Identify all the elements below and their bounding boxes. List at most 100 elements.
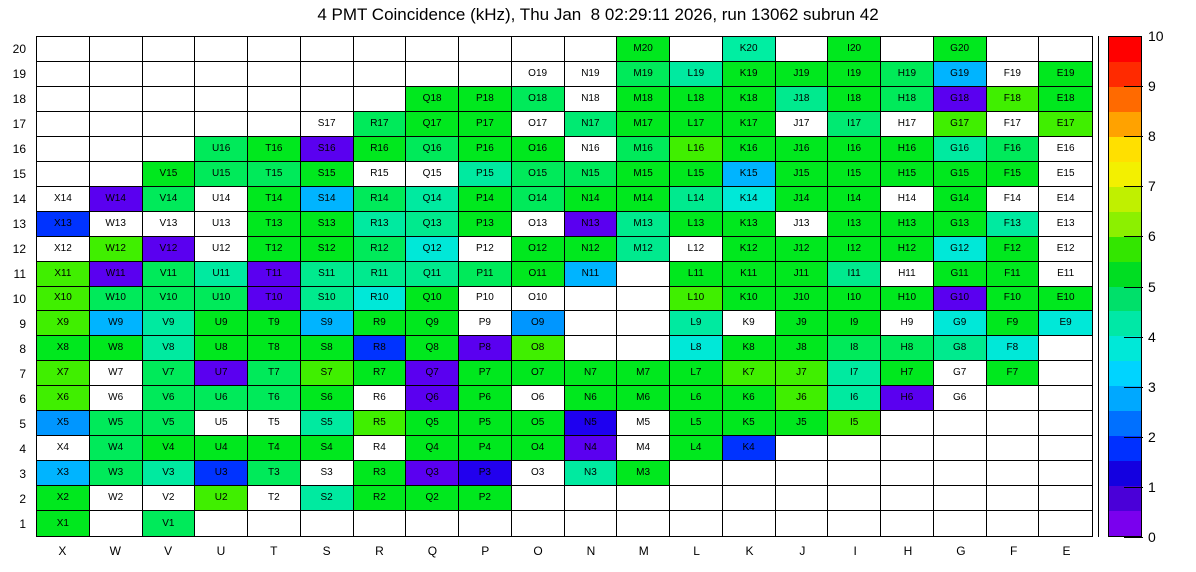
heatmap-cell-label: K8 [742, 342, 755, 354]
heatmap-cell: S8 [300, 336, 354, 362]
heatmap-cell-label: I16 [847, 142, 862, 154]
heatmap-cell-label: X1 [56, 517, 69, 529]
heatmap-cell: K11 [722, 261, 776, 287]
heatmap-cell [775, 37, 829, 62]
heatmap-cell: U11 [195, 261, 248, 287]
heatmap-cell: G13 [933, 211, 987, 237]
colorbar-tick-label: 5 [1148, 278, 1156, 295]
heatmap-cell: I13 [828, 211, 881, 237]
heatmap-cell-label: O15 [528, 167, 548, 179]
heatmap-cell-label: M15 [633, 167, 653, 179]
heatmap-cell: L9 [670, 311, 723, 337]
heatmap-cell-label: P17 [475, 117, 494, 129]
heatmap-cell-label: J18 [793, 92, 810, 104]
y-axis-tick-label: 18 [12, 91, 26, 106]
colorbar-tick-label: 3 [1148, 378, 1156, 395]
x-axis-tick-label: X [58, 544, 67, 558]
heatmap-cell: O11 [511, 261, 565, 287]
colorbar-band [1109, 361, 1141, 387]
heatmap-cell-label: I17 [847, 117, 862, 129]
heatmap-cell: N7 [564, 361, 618, 387]
heatmap-cell [933, 486, 987, 512]
y-axis-tick-label: 16 [12, 141, 26, 156]
heatmap-cell: R11 [353, 261, 407, 287]
heatmap-cell: T10 [248, 286, 301, 312]
heatmap-cell: E13 [1039, 211, 1092, 237]
heatmap-cell: R9 [353, 311, 407, 337]
heatmap-cell-label: K17 [739, 117, 758, 129]
heatmap-cell: V14 [142, 186, 196, 212]
heatmap-cell [617, 311, 670, 337]
heatmap-cell-label: H14 [897, 192, 917, 204]
heatmap-cell-label: X8 [56, 342, 69, 354]
heatmap-cell: I8 [828, 336, 881, 362]
x-axis-tick-label: M [638, 544, 649, 558]
heatmap-cell-label: P10 [475, 292, 494, 304]
heatmap-cell-label: Q17 [422, 117, 442, 129]
heatmap-cell-label: S8 [320, 342, 333, 354]
heatmap-cell: T15 [248, 161, 301, 187]
heatmap-cell: X12 [37, 236, 90, 262]
heatmap-cell: M3 [617, 461, 670, 487]
heatmap-cell: N19 [564, 61, 618, 87]
colorbar-tick-mark [1124, 186, 1143, 188]
heatmap-cell: Q3 [406, 461, 459, 487]
heatmap-cell: L10 [670, 286, 723, 312]
x-axis-tick-label: G [956, 544, 966, 558]
heatmap-cell: T13 [248, 211, 301, 237]
heatmap-cell [89, 111, 143, 137]
heatmap-cell-label: U6 [214, 392, 228, 404]
heatmap-cell-label: Q2 [425, 492, 439, 504]
colorbar-band [1109, 436, 1141, 462]
heatmap-cell: I6 [828, 386, 881, 412]
y-axis-tick-label: 6 [19, 392, 26, 407]
heatmap-cell-label: E14 [1056, 192, 1075, 204]
heatmap-cell: O4 [511, 436, 565, 462]
heatmap-cell: G19 [933, 61, 987, 87]
heatmap-cell-label: V15 [159, 167, 178, 179]
heatmap-cell-label: X3 [56, 467, 69, 479]
heatmap-cell: P9 [459, 311, 512, 337]
heatmap-cell: K18 [722, 86, 776, 112]
heatmap-cell-label: K20 [739, 42, 758, 54]
heatmap-cell-label: L5 [690, 417, 702, 429]
heatmap-cell: P10 [459, 286, 512, 312]
heatmap-cell: O3 [511, 461, 565, 487]
heatmap-cell-label: S12 [317, 242, 336, 254]
colorbar-band [1109, 161, 1141, 187]
heatmap-cell-label: Q14 [422, 192, 442, 204]
heatmap-cell-label: F10 [1003, 292, 1021, 304]
heatmap-cell: G6 [933, 386, 987, 412]
heatmap-cell: J18 [775, 86, 829, 112]
heatmap-cell: O7 [511, 361, 565, 387]
heatmap-cell: G15 [933, 161, 987, 187]
heatmap-cell-label: H18 [897, 92, 917, 104]
heatmap-cell [1039, 436, 1092, 462]
heatmap-cell [1039, 361, 1092, 387]
heatmap-cell: R12 [353, 236, 407, 262]
colorbar-band [1109, 461, 1141, 487]
heatmap-cell-label: M17 [633, 117, 653, 129]
heatmap-cell-label: G9 [952, 317, 967, 329]
heatmap-cell-label: N5 [583, 417, 597, 429]
heatmap-cell: N17 [564, 111, 618, 137]
heatmap-cell-label: K4 [742, 442, 755, 454]
heatmap-cell [986, 511, 1040, 536]
heatmap-cell: T11 [248, 261, 301, 287]
heatmap-cell: N12 [564, 236, 618, 262]
heatmap-cell: H18 [881, 86, 934, 112]
heatmap-cell-label: R16 [370, 142, 389, 154]
heatmap-cell [933, 411, 987, 437]
heatmap-cell [89, 161, 143, 187]
heatmap-cell: S7 [300, 361, 354, 387]
heatmap-cell-label: J15 [793, 167, 810, 179]
heatmap-cell-label: F7 [1006, 367, 1019, 379]
heatmap-cell-label: I12 [847, 242, 862, 254]
heatmap-cell-label: L9 [690, 317, 702, 329]
heatmap-cell: G11 [933, 261, 987, 287]
heatmap-cell [142, 37, 196, 62]
heatmap-cell: P16 [459, 136, 512, 162]
heatmap-cell: F8 [986, 336, 1040, 362]
heatmap-cell: H6 [881, 386, 934, 412]
heatmap-cell: Q17 [406, 111, 459, 137]
